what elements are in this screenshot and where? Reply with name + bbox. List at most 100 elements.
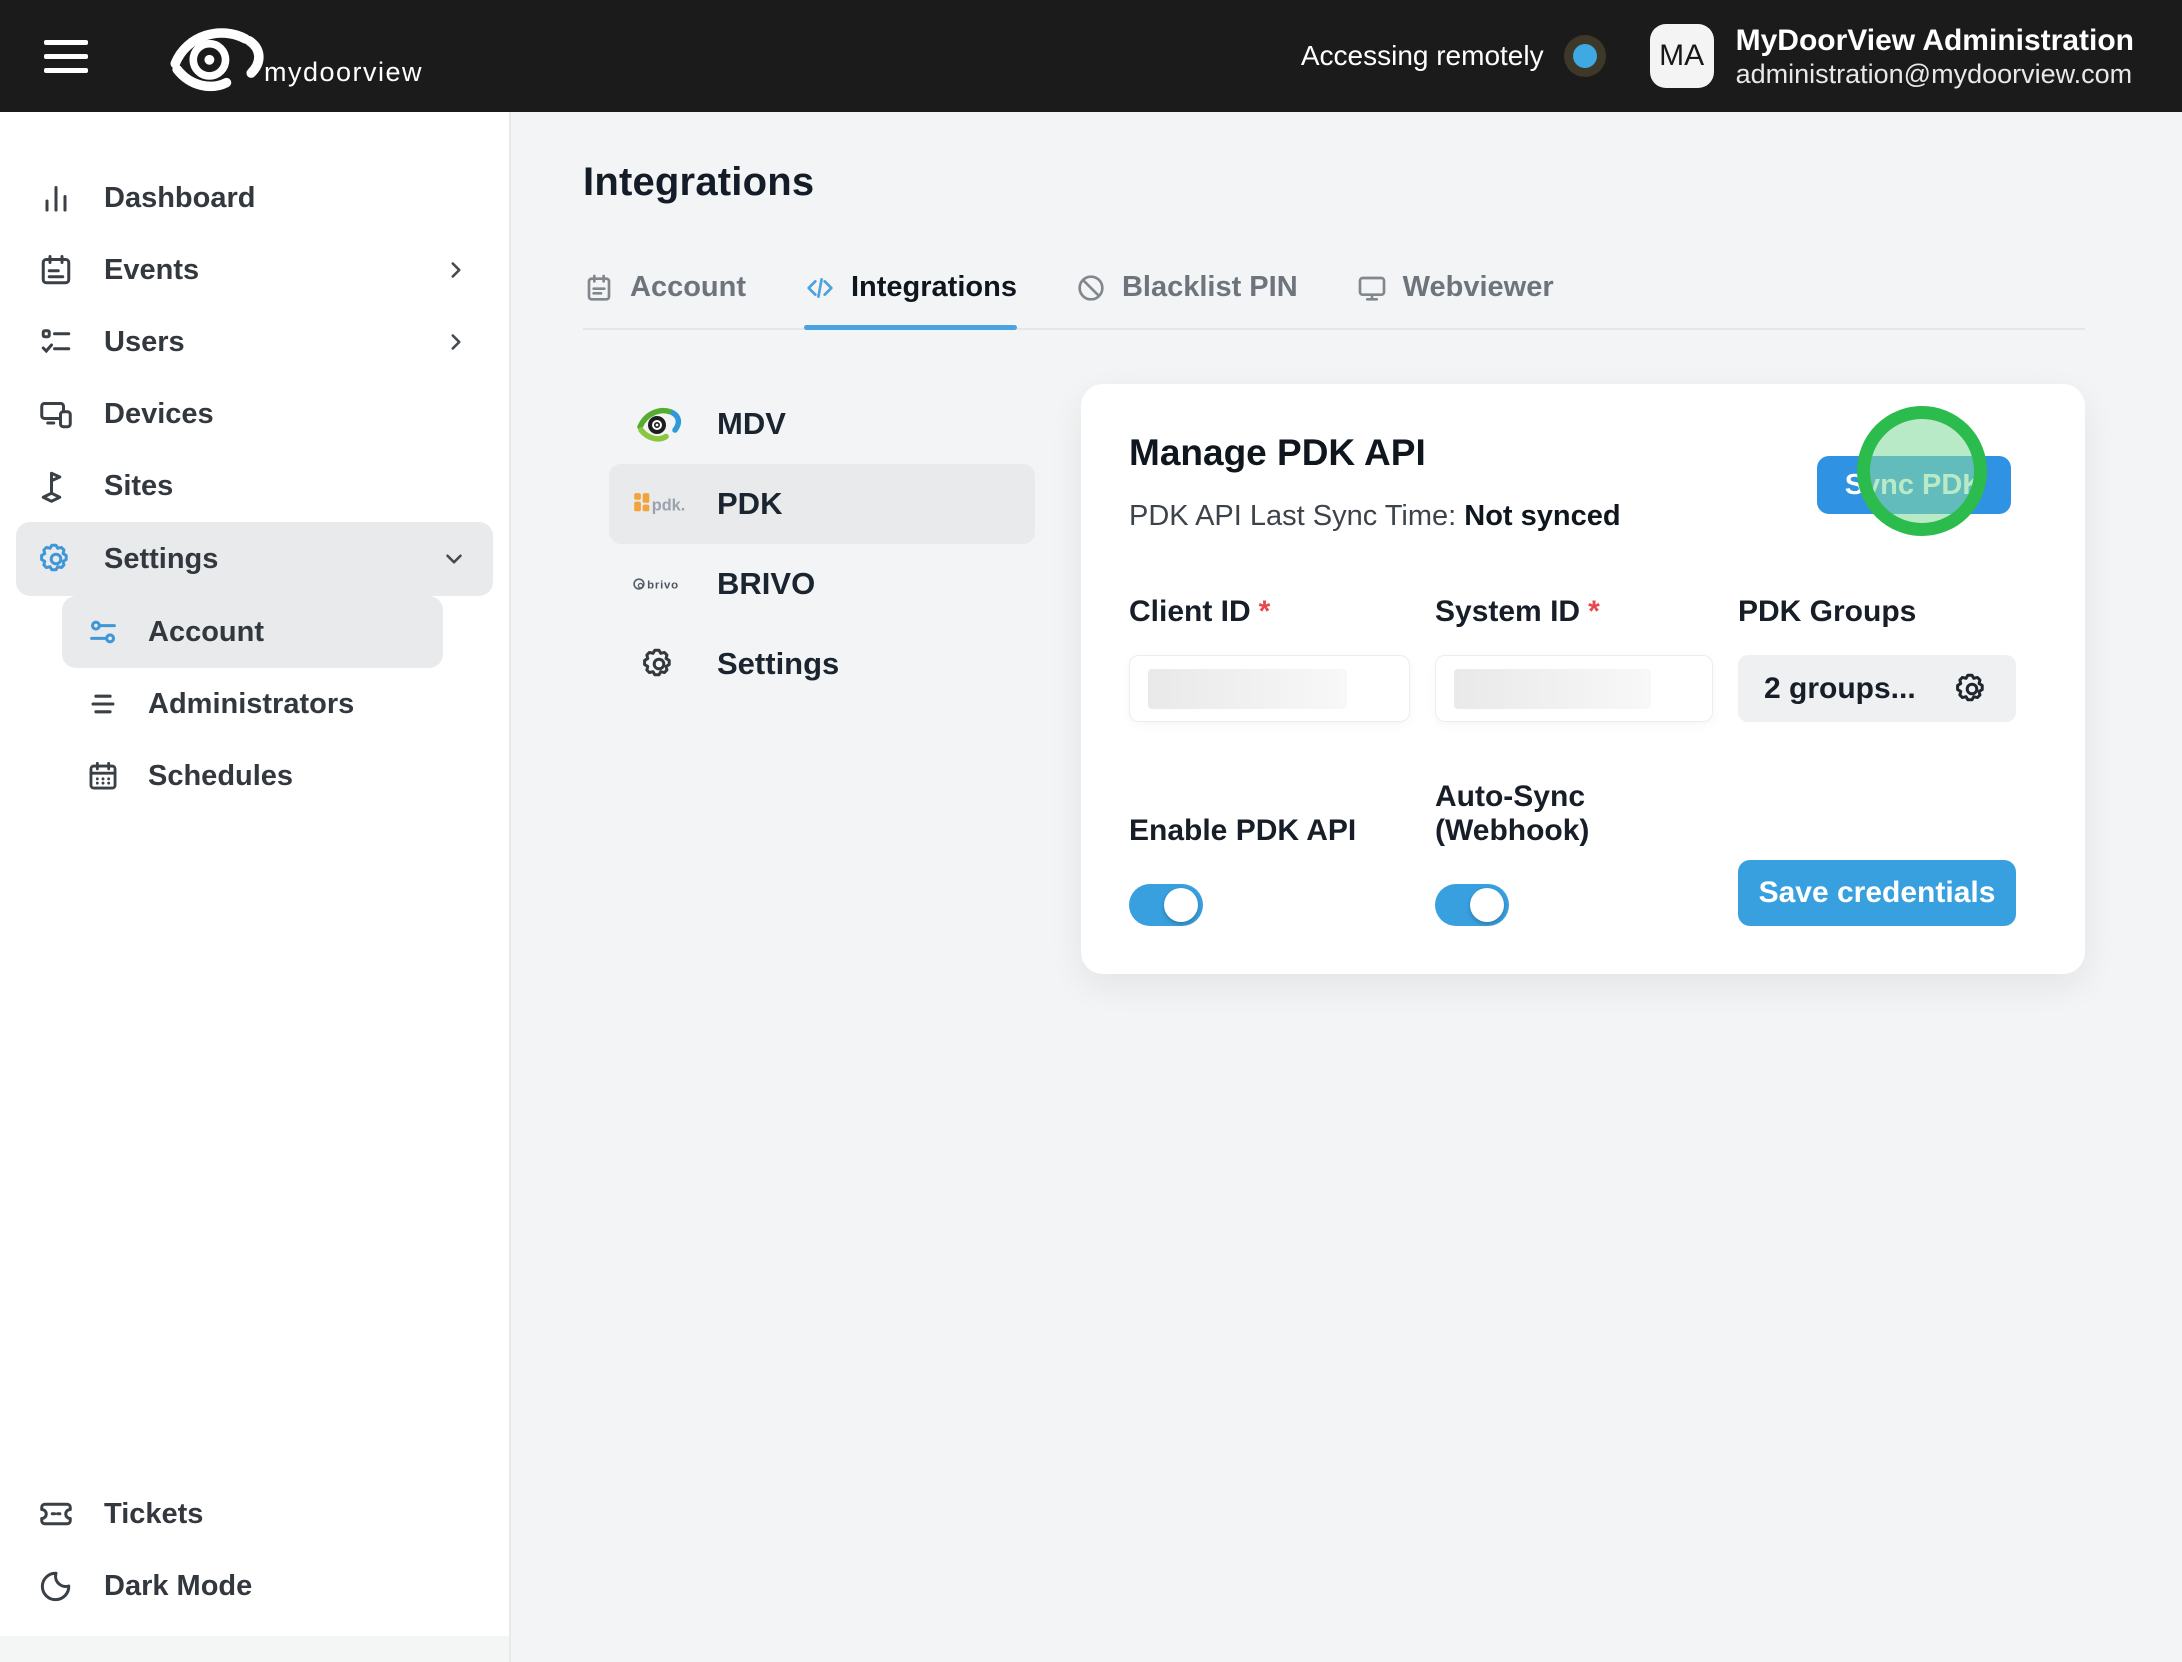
svg-text:brivo: brivo xyxy=(647,579,679,591)
gear-icon[interactable] xyxy=(1954,671,1990,707)
devices-icon xyxy=(40,402,72,429)
auto-sync-toggle[interactable] xyxy=(1435,884,1509,926)
sidebar-item-sites[interactable]: Sites xyxy=(0,450,509,522)
integration-item-pdk[interactable]: pdk. PDK xyxy=(609,464,1035,544)
sidebar-item-account[interactable]: Account xyxy=(62,596,443,668)
sidebar-item-devices[interactable]: Devices xyxy=(0,378,509,450)
user-menu[interactable]: MA MyDoorView Administration administrat… xyxy=(1649,22,2134,91)
pdk-groups-value: 2 groups... xyxy=(1764,671,1916,705)
sidebar-item-label: Dark Mode xyxy=(104,1569,253,1602)
tab-blacklist-pin[interactable]: Blacklist PIN xyxy=(1075,271,1298,328)
calendar-icon xyxy=(41,255,71,285)
mydoorview-eye-icon xyxy=(170,28,264,91)
client-id-field[interactable] xyxy=(1129,655,1410,722)
chevron-right-icon xyxy=(451,334,461,350)
toggle-knob xyxy=(1470,888,1504,922)
remote-status-label: Accessing remotely xyxy=(1300,40,1544,71)
logo-wordmark: mydoorview xyxy=(264,57,424,87)
ticket-icon xyxy=(40,1502,72,1526)
redacted-value xyxy=(1454,668,1651,709)
sidebar-item-label: Events xyxy=(104,253,200,286)
user-name: MyDoorView Administration xyxy=(1735,23,2134,57)
toggle-knob xyxy=(1164,888,1198,922)
manage-pdk-card: Manage PDK API PDK API Last Sync Time: N… xyxy=(1081,384,2085,974)
tab-label: Blacklist PIN xyxy=(1121,271,1298,303)
bar-chart-icon xyxy=(45,186,67,212)
integration-label: BRIVO xyxy=(717,566,816,601)
system-id-field[interactable] xyxy=(1435,655,1713,722)
sync-pdk-button[interactable]: Sync PDK xyxy=(1817,456,2011,514)
sidebar-item-settings[interactable]: Settings xyxy=(16,522,493,596)
clipboard-icon xyxy=(587,274,611,301)
field-label-text: System ID xyxy=(1435,595,1581,628)
mdv-logo-icon xyxy=(633,403,685,445)
user-list-icon xyxy=(41,329,71,354)
integration-item-brivo[interactable]: brivo BRIVO xyxy=(609,544,1035,624)
pdk-groups-label: PDK Groups xyxy=(1738,595,1917,628)
auto-sync-label: Auto-Sync (Webhook) xyxy=(1435,780,1590,847)
sidebar-item-dashboard[interactable]: Dashboard xyxy=(0,162,509,234)
sliders-icon xyxy=(90,620,116,644)
sidebar-item-tickets[interactable]: Tickets xyxy=(0,1478,509,1550)
sidebar: Dashboard Events Users Devices xyxy=(0,112,511,1662)
remote-status-dot-icon xyxy=(1572,44,1597,68)
gear-icon xyxy=(643,648,671,677)
tab-account[interactable]: Account xyxy=(583,271,746,328)
sidebar-item-label: Account xyxy=(148,615,264,648)
sidebar-item-label: Settings xyxy=(104,542,219,575)
last-sync-text: PDK API Last Sync Time: Not synced xyxy=(1129,500,1621,533)
moon-icon xyxy=(40,1571,71,1602)
pdk-logo-icon: pdk. xyxy=(633,482,685,526)
pdk-groups-selector[interactable]: 2 groups... xyxy=(1738,655,2016,722)
calendar-icon xyxy=(89,761,117,790)
gear-icon xyxy=(40,543,68,572)
sidebar-item-events[interactable]: Events xyxy=(0,234,509,306)
user-email: administration@mydoorview.com xyxy=(1735,59,2133,90)
page-title: Integrations xyxy=(583,160,815,204)
app-logo: mydoorview xyxy=(158,18,423,94)
field-label-text: Client ID xyxy=(1129,595,1251,628)
integration-item-settings[interactable]: Settings xyxy=(609,624,1035,704)
redacted-value xyxy=(1148,668,1348,709)
hamburger-menu-icon[interactable] xyxy=(44,34,96,78)
lines-icon xyxy=(91,694,115,714)
remote-status-indicator[interactable] xyxy=(1563,35,1606,77)
client-id-label: Client ID * xyxy=(1129,595,1410,629)
last-sync-value: Not synced xyxy=(1464,500,1621,532)
integration-list: MDV pdk. PDK xyxy=(583,384,1035,704)
save-credentials-button[interactable]: Save credentials xyxy=(1738,860,2016,926)
integration-item-mdv[interactable]: MDV xyxy=(609,384,1035,464)
tab-integrations[interactable]: Integrations xyxy=(804,271,1017,330)
svg-text:pdk.: pdk. xyxy=(652,497,685,515)
avatar: MA xyxy=(1649,24,1714,88)
chevron-down-icon xyxy=(446,554,462,564)
tab-label: Account xyxy=(630,271,746,303)
sidebar-item-label: Schedules xyxy=(148,759,294,792)
enable-pdk-api-label: Enable PDK API xyxy=(1129,814,1357,847)
sidebar-item-label: Tickets xyxy=(104,1497,204,1530)
sidebar-item-schedules[interactable]: Schedules xyxy=(62,740,443,812)
sidebar-bottom-strip xyxy=(0,1636,509,1662)
integration-label: MDV xyxy=(717,406,786,441)
system-id-label: System ID * xyxy=(1435,595,1713,629)
monitor-icon xyxy=(1358,276,1385,301)
topbar: mydoorview Accessing remotely MA MyDoorV… xyxy=(0,0,2182,112)
sidebar-item-administrators[interactable]: Administrators xyxy=(62,668,443,740)
sidebar-item-label: Devices xyxy=(104,397,214,430)
code-icon xyxy=(807,277,833,298)
tab-bar: Account Integrations Blacklist PIN Webvi… xyxy=(583,271,2085,330)
sidebar-item-label: Dashboard xyxy=(104,181,256,214)
sidebar-item-dark-mode[interactable]: Dark Mode xyxy=(0,1550,509,1622)
brivo-logo-icon: brivo xyxy=(633,571,685,597)
integration-label: PDK xyxy=(717,486,783,521)
sidebar-item-label: Users xyxy=(104,325,185,358)
sidebar-item-users[interactable]: Users xyxy=(0,306,509,378)
tab-webviewer[interactable]: Webviewer xyxy=(1356,271,1554,328)
last-sync-label: PDK API Last Sync Time: xyxy=(1129,500,1457,532)
sidebar-item-label: Administrators xyxy=(148,687,355,720)
chevron-right-icon xyxy=(451,262,461,278)
card-title: Manage PDK API xyxy=(1129,432,1426,473)
flag-icon xyxy=(41,471,62,503)
enable-pdk-api-toggle[interactable] xyxy=(1129,884,1203,926)
required-asterisk: * xyxy=(1588,595,1600,628)
